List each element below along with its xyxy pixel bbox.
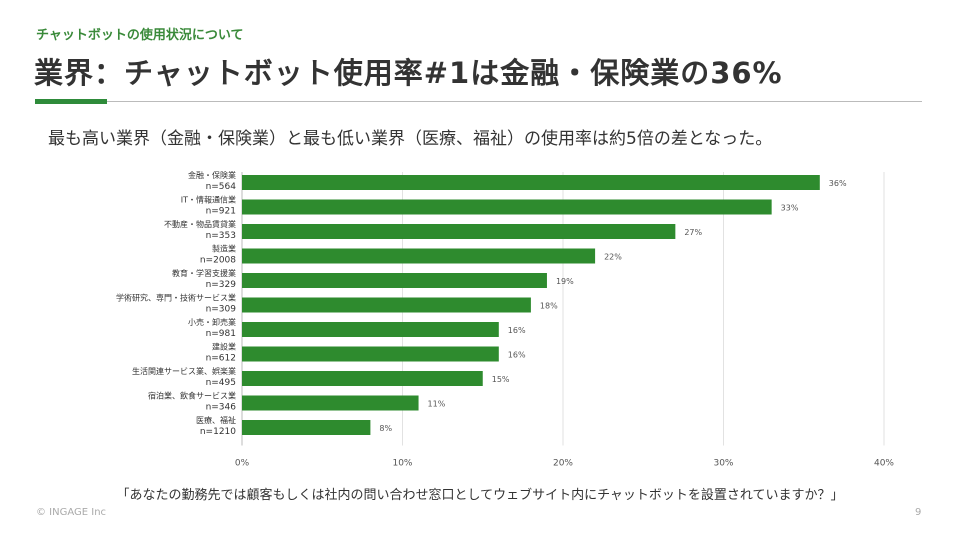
data-label: 36% xyxy=(829,179,847,188)
data-label: 11% xyxy=(428,400,446,409)
category-label: 生活関連サービス業、娯楽業 xyxy=(132,366,236,376)
data-label: 19% xyxy=(556,277,574,286)
bar xyxy=(242,420,371,435)
data-label: 16% xyxy=(508,326,526,335)
title-divider-accent xyxy=(35,99,107,104)
data-label: 16% xyxy=(508,351,526,360)
title-divider xyxy=(35,101,922,102)
data-label: 22% xyxy=(604,253,622,262)
bar xyxy=(242,346,499,362)
category-label: 学術研究、専門・技術サービス業 xyxy=(116,293,236,303)
bar-chart: 0% 10% 20% 30% 40% 36% 金融・保険業 n=564 33% IT・情報通信業 n… xyxy=(116,170,894,469)
x-tick-label: 10% xyxy=(392,459,412,469)
category-label: 宿泊業、飲食サービス業 xyxy=(148,391,236,401)
sample-size-label: n=2008 xyxy=(200,256,236,266)
sample-size-label: n=309 xyxy=(206,305,237,315)
bar xyxy=(242,297,531,313)
data-label: 33% xyxy=(781,204,799,213)
sample-size-label: n=612 xyxy=(206,354,236,364)
sample-size-label: n=981 xyxy=(206,329,236,339)
sample-size-label: n=353 xyxy=(206,231,236,241)
bar xyxy=(242,371,483,386)
data-label: 27% xyxy=(684,228,702,237)
sample-size-label: n=1210 xyxy=(200,427,236,437)
section-kicker: チャットボットの使用状況について xyxy=(36,28,244,43)
category-label: 金融・保険業 xyxy=(188,170,236,180)
lead-text: 最も高い業界（金融・保険業）と最も低い業界（医療、福祉）の使用率は約5倍の差とな… xyxy=(48,129,773,149)
bar xyxy=(242,395,419,411)
bar xyxy=(242,175,820,190)
bar xyxy=(242,248,596,264)
bar xyxy=(242,199,772,215)
page-number: 9 xyxy=(915,507,922,518)
survey-question: 「あなたの勤務先では顧客もしくは社内の問い合わせ窓口としてウェブサイト内にチャッ… xyxy=(116,488,844,503)
category-label: 小売・卸売業 xyxy=(188,317,236,327)
category-label: 教育・学習支援業 xyxy=(172,268,236,278)
category-label: 不動産・物品賃貸業 xyxy=(164,219,236,229)
bar xyxy=(242,322,499,337)
x-tick-label: 0% xyxy=(235,459,250,469)
sample-size-label: n=921 xyxy=(206,207,236,217)
category-label: 製造業 xyxy=(212,244,236,254)
sample-size-label: n=564 xyxy=(206,182,237,192)
data-label: 18% xyxy=(540,302,558,311)
category-label: 医療、福祉 xyxy=(196,415,236,425)
copyright: © INGAGE Inc xyxy=(36,507,107,518)
category-label: IT・情報通信業 xyxy=(181,195,236,205)
sample-size-label: n=495 xyxy=(206,378,236,388)
data-label: 15% xyxy=(492,375,510,384)
sample-size-label: n=329 xyxy=(206,280,237,290)
data-label: 8% xyxy=(379,424,392,433)
bar xyxy=(242,224,676,239)
bar xyxy=(242,273,547,288)
category-label: 建設業 xyxy=(212,342,236,352)
slide-title: 業界：チャットボット使用率#1は金融・保険業の36% xyxy=(34,56,783,90)
sample-size-label: n=346 xyxy=(206,403,237,413)
x-tick-label: 40% xyxy=(874,459,894,469)
x-tick-label: 30% xyxy=(713,459,733,469)
x-tick-label: 20% xyxy=(553,459,573,469)
